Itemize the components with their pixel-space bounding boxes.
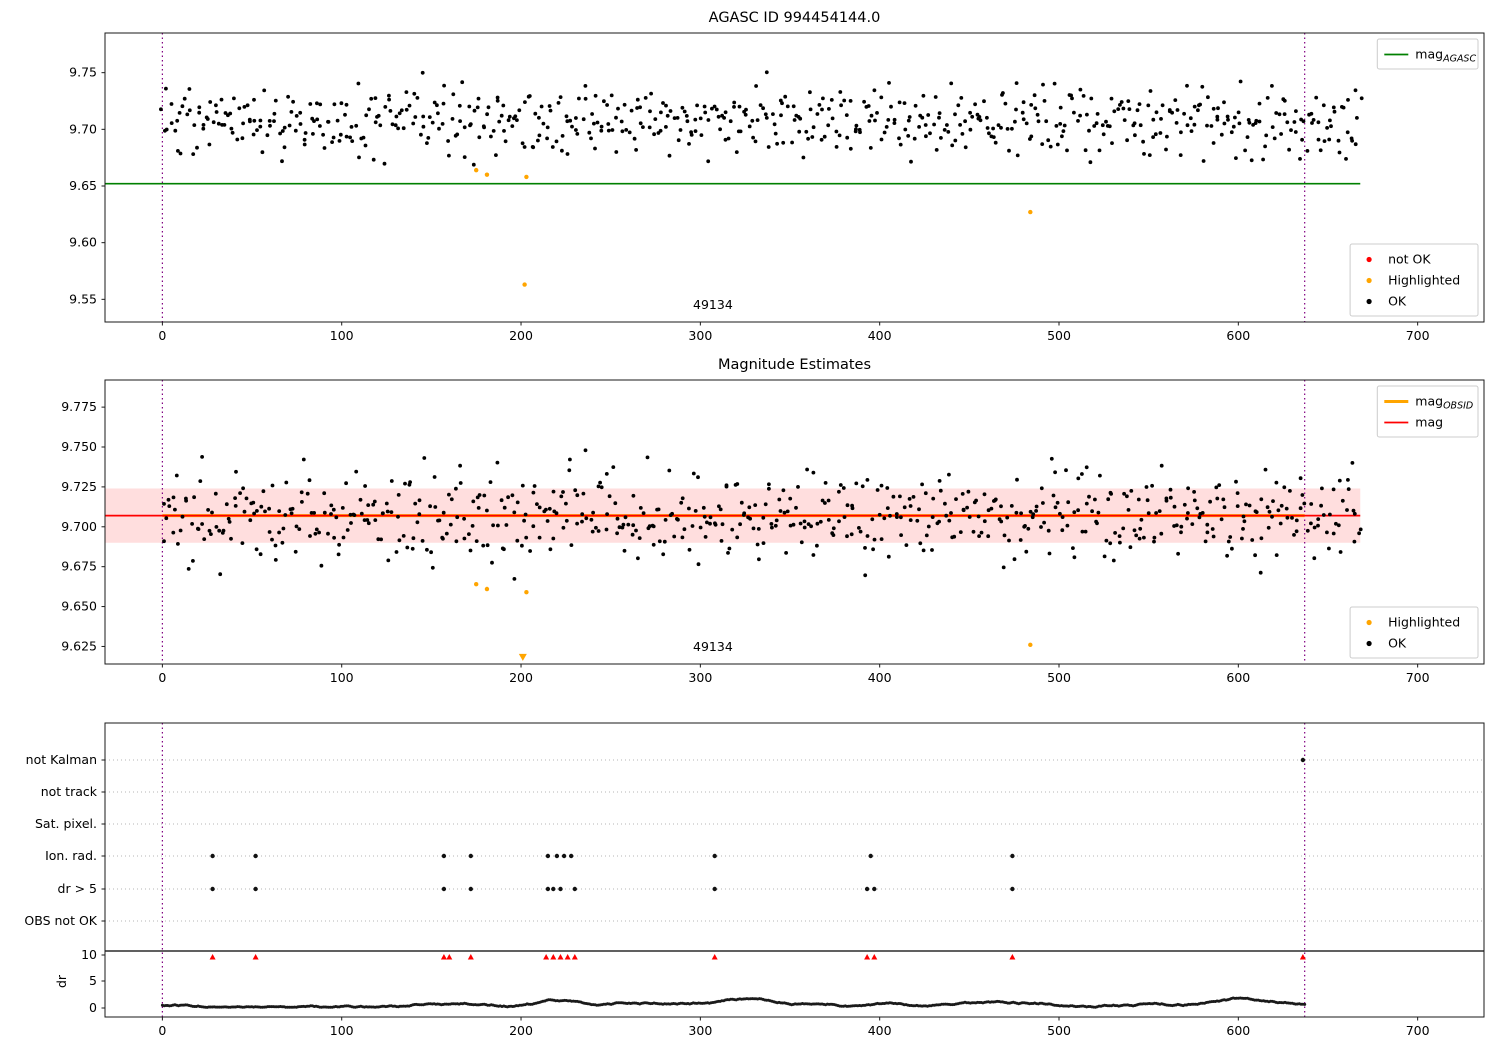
legend-label: not OK [1388,252,1431,267]
plot-flags-dr: not Kalman not track Sat. pixel. Ion. rad. d… [24,722,1485,1038]
plot-title: Magnitude Estimates [718,357,871,373]
x-tick-label: 0 [158,328,166,343]
x-tick-label: 600 [1226,670,1250,685]
x-tick-label: 600 [1226,328,1250,343]
x-tick-label: 100 [330,1023,354,1038]
flag-row-label: Ion. rad. [45,848,97,863]
legend-dot-swatch [1366,277,1372,284]
plot-mag-estimates: 9.625 9.650 9.675 9.700 9.725 9.750 9.775 0 100 2… [61,357,1485,685]
ok-points [162,448,1363,581]
y-tick-label: 9.625 [61,638,97,653]
y-tick-label: 9.55 [69,291,97,306]
flag-points [210,757,1306,892]
x-tick-label: 300 [688,328,712,343]
dr-trace-points [160,996,1307,1009]
dr-axis-label: dr [54,974,69,988]
legend-box [1376,385,1479,438]
y-tick-label: 9.70 [69,121,97,136]
x-tick-label: 200 [509,670,533,685]
x-tick-label: 700 [1406,670,1430,685]
y-tick-label: 9.65 [69,178,97,193]
legend-bottom: not OK Highlighted OK [1349,243,1479,317]
plot-title: AGASC ID 994454144.0 [709,10,881,26]
x-tick-label: 500 [1047,670,1071,685]
y-tick-label: 9.775 [61,399,97,414]
axes-frame [104,32,1485,323]
legend-dot-swatch [1366,619,1372,626]
legend-label: Highlighted [1388,273,1460,288]
flag-row-label: not track [41,784,98,799]
highlighted-points [474,167,1033,287]
legend-box [1349,606,1479,659]
x-tick-label: 500 [1047,328,1071,343]
highlighted-points [474,582,1033,648]
obsid-annotation: 49134 [693,639,733,654]
x-tick-label: 400 [868,328,892,343]
y-tick-label: 9.675 [61,559,97,574]
legend-label: Highlighted [1388,615,1460,630]
legend-label: mag [1415,415,1443,430]
legend-top: magAGASC [1376,38,1479,70]
x-tick-label: 400 [868,670,892,685]
x-tick-label: 200 [509,328,533,343]
dr-tick-label: 0 [89,1000,97,1015]
legend-bottom: Highlighted OK [1349,606,1479,659]
x-tick-label: 700 [1406,1023,1430,1038]
dr-tick-label: 5 [89,973,97,988]
x-tick-label: 300 [688,1023,712,1038]
ok-points [159,70,1364,167]
dr-clipped-points [209,954,1306,960]
x-tick-label: 400 [868,1023,892,1038]
obsid-annotation: 49134 [693,297,733,312]
y-tick-label: 9.750 [61,439,97,454]
x-tick-label: 0 [158,1023,166,1038]
y-tick-label: 9.700 [61,519,97,534]
legend-box [1349,243,1479,317]
clipped-point-marker [518,653,527,661]
legend-dot-swatch [1366,640,1372,647]
x-tick-label: 100 [330,328,354,343]
axes-frame [104,379,1485,665]
flag-row-label: OBS not OK [24,913,97,928]
legend-label: OK [1388,294,1407,309]
axes-frame [104,722,1485,1018]
y-tick-label: 9.75 [69,65,97,80]
x-tick-label: 500 [1047,1023,1071,1038]
legend-dot-swatch [1366,298,1372,305]
legend-dot-swatch [1366,256,1372,263]
flag-row-label: Sat. pixel. [35,816,97,831]
x-tick-label: 600 [1226,1023,1250,1038]
plot-agasc-mag: 9.55 9.60 9.65 9.70 9.75 0 100 200 300 400 500 600 7… [69,10,1485,343]
x-tick-label: 0 [158,670,166,685]
legend-box [1376,38,1479,70]
x-tick-label: 200 [509,1023,533,1038]
x-tick-label: 100 [330,670,354,685]
y-tick-label: 9.60 [69,235,97,250]
y-tick-label: 9.725 [61,479,97,494]
flag-row-label: not Kalman [26,752,97,767]
x-tick-label: 300 [688,670,712,685]
x-tick-label: 700 [1406,328,1430,343]
dr-tick-label: 10 [81,947,97,962]
legend-label: OK [1388,636,1407,651]
y-tick-label: 9.650 [61,599,97,614]
flag-row-label: dr > 5 [58,881,97,896]
